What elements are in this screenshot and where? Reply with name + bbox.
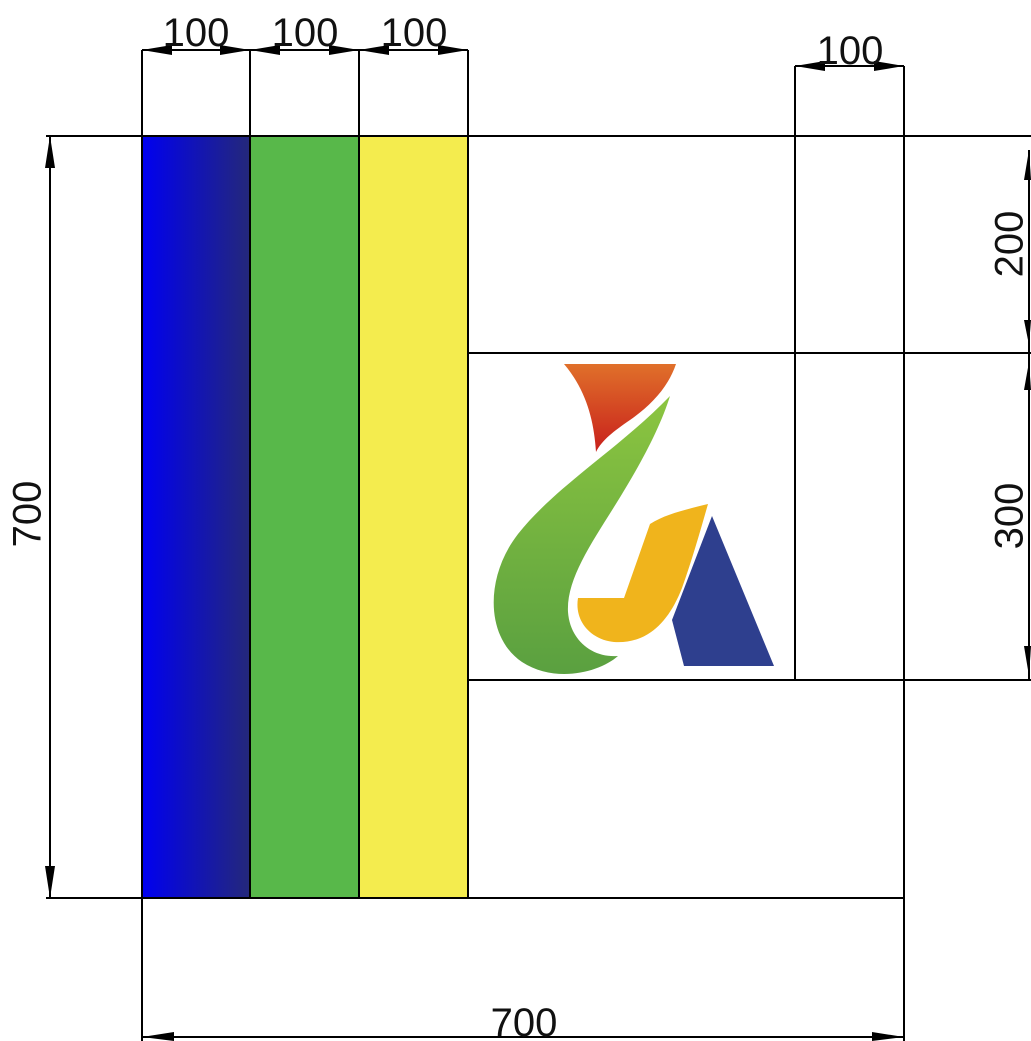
dimension-top-stripes: 100 100 100: [142, 11, 468, 55]
dimension-left-height: 700: [6, 136, 55, 898]
dimension-label-stripe-3: 100: [381, 11, 448, 55]
dimension-label-height: 700: [6, 481, 50, 548]
logo-orange-hook: [577, 504, 708, 643]
logo-red-wedge: [564, 364, 676, 452]
dimension-label-right-upper: 200: [988, 211, 1031, 278]
yellow-stripe: [359, 136, 468, 898]
green-stripe: [250, 136, 359, 898]
dimension-label-right-middle: 300: [988, 483, 1031, 550]
dimension-bottom-width: 700: [142, 1001, 904, 1041]
stylized-letter-logo: [493, 364, 774, 675]
dimension-label-stripe-1: 100: [163, 11, 230, 55]
dimension-right-heights: 200 300: [988, 150, 1031, 680]
dimension-label-right-column: 100: [817, 29, 884, 73]
panel-frame: [46, 50, 1031, 1041]
logo-navy-triangle: [672, 516, 774, 666]
dimension-label-width: 700: [491, 1001, 558, 1041]
blue-stripe: [142, 136, 250, 898]
dimension-label-stripe-2: 100: [272, 11, 339, 55]
dimension-top-right-column: 100: [795, 29, 904, 73]
logo-green-swoosh: [493, 396, 670, 675]
